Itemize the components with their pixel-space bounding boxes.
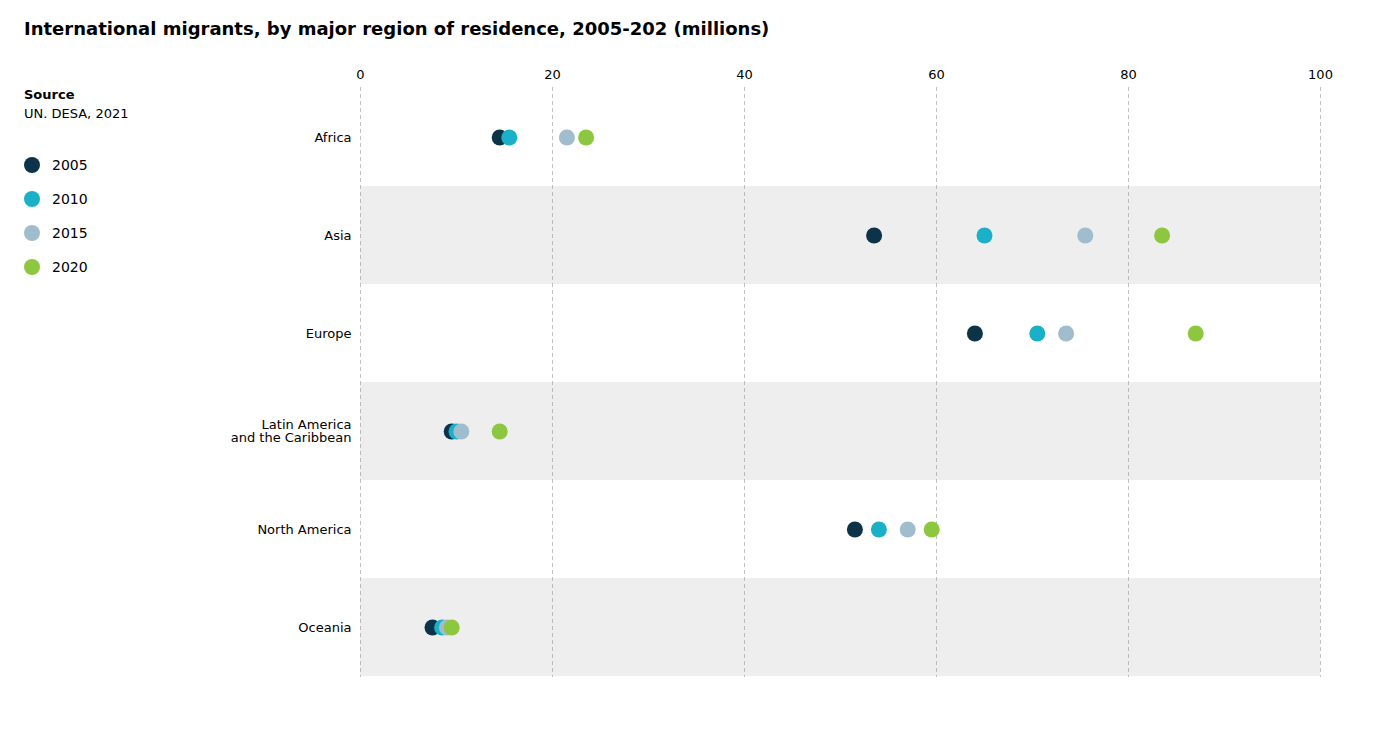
html-text:2010: 2010 <box>52 191 88 207</box>
svg-text:Asia: Asia <box>324 228 351 243</box>
html-text:International migrants, by maj: International migrants, by major region … <box>24 18 770 39</box>
html-text:Source: Source <box>24 87 75 102</box>
svg-text:0: 0 <box>356 67 364 82</box>
svg-text:Latin Americaand the Caribbean: Latin Americaand the Caribbean <box>231 417 352 445</box>
svg-text:Africa: Africa <box>314 130 351 145</box>
html-text:2005: 2005 <box>52 157 88 173</box>
svg-text:100: 100 <box>1308 67 1333 82</box>
svg-text:Europe: Europe <box>306 326 352 341</box>
html-text:2020: 2020 <box>52 259 88 275</box>
svg-text:North America: North America <box>257 522 351 537</box>
html-text:UN. DESA, 2021: UN. DESA, 2021 <box>24 106 129 121</box>
svg-text:40: 40 <box>736 67 753 82</box>
html-text:2015: 2015 <box>52 225 88 241</box>
svg-text:80: 80 <box>1120 67 1137 82</box>
svg-text:20: 20 <box>544 67 561 82</box>
svg-text:60: 60 <box>928 67 945 82</box>
svg-text:Oceania: Oceania <box>298 620 351 635</box>
